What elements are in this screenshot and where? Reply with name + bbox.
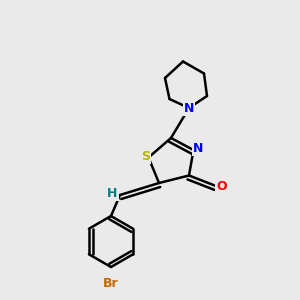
Text: N: N bbox=[184, 101, 194, 115]
Text: Br: Br bbox=[103, 277, 119, 290]
Text: O: O bbox=[216, 179, 227, 193]
Text: N: N bbox=[193, 142, 203, 155]
Text: H: H bbox=[107, 187, 118, 200]
Text: S: S bbox=[141, 149, 150, 163]
